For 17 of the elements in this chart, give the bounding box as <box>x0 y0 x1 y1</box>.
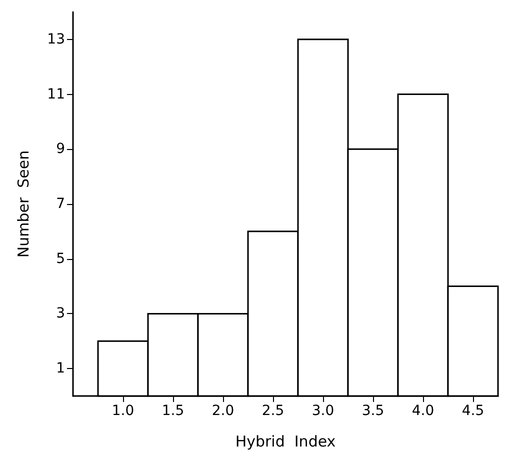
x-tick-label: 1.5 <box>162 403 184 419</box>
x-tick-label: 2.5 <box>262 403 284 419</box>
x-tick-label: 2.0 <box>212 403 234 419</box>
x-tick-label: 1.0 <box>112 403 134 419</box>
y-tick-label: 11 <box>47 86 65 102</box>
y-tick-label: 5 <box>56 250 65 267</box>
y-tick-label: 3 <box>56 306 65 322</box>
x-tick-label: 4.5 <box>462 403 484 419</box>
y-tick-label: 13 <box>47 31 65 48</box>
x-axis-title: Hybrid Index <box>235 432 336 450</box>
y-tick-label: 7 <box>56 196 65 212</box>
y-tick-label: 9 <box>56 141 65 158</box>
y-tick-label: 1 <box>56 360 65 377</box>
x-tick-label: 3.0 <box>312 403 334 419</box>
y-axis-title: Number Seen <box>14 150 32 258</box>
x-tick-label: 3.5 <box>362 403 384 419</box>
x-tick-label: 4.0 <box>412 403 434 419</box>
